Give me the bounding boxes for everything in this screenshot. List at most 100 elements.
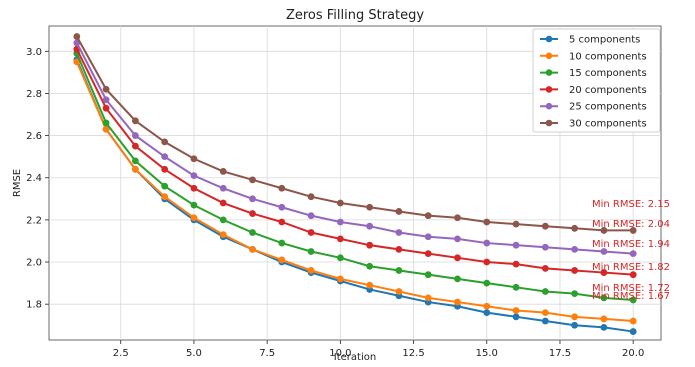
y-tick-label: 2.0 (26, 258, 42, 269)
series-4-point (307, 212, 315, 220)
series-4-point (395, 229, 403, 236)
series-5-point (219, 168, 227, 175)
series-line-4 (75, 42, 634, 255)
series-2-point (307, 248, 315, 255)
series-4-point (278, 203, 286, 211)
legend-marker-2 (545, 69, 553, 76)
series-4-point (249, 195, 256, 203)
series-line-5 (75, 36, 634, 232)
x-tick-label: 15.0 (476, 348, 498, 359)
legend-label-5: 30 components (569, 119, 647, 130)
series-4-point (629, 250, 637, 257)
series-3-point (249, 210, 256, 217)
legend-label-2: 15 components (569, 68, 647, 79)
x-axis-label: Iteration (334, 352, 376, 363)
legend-marker-3 (545, 86, 553, 93)
x-tick-label: 12.5 (402, 348, 424, 359)
series-2-point (541, 288, 549, 295)
series-5-point (483, 218, 491, 226)
annotation-3: Min RMSE: 1.94 (592, 239, 670, 250)
legend-label-3: 20 components (569, 85, 647, 96)
series-3-point (219, 199, 227, 207)
x-tick-label: 2.5 (113, 348, 129, 359)
series-2-point (131, 157, 139, 165)
series-1-point (424, 294, 432, 302)
legend-label-0: 5 components (569, 35, 640, 46)
legend-label-1: 10 components (569, 51, 647, 62)
series-1-point (600, 315, 608, 323)
series-5-point (73, 33, 81, 40)
y-axis-label: RMSE (12, 169, 23, 197)
series-line-2 (75, 53, 634, 301)
series-4-point (102, 96, 110, 104)
series-1-point (571, 313, 579, 321)
legend-marker-4 (545, 102, 553, 110)
series-line-1 (75, 61, 634, 323)
series-5-point (424, 212, 432, 220)
series-1-point (336, 275, 344, 283)
series-2-point (600, 294, 608, 302)
series-4-point (336, 218, 344, 226)
series-3-point (571, 267, 579, 274)
series-2-point (278, 239, 286, 247)
series-0-point (512, 313, 520, 321)
series-3-point (454, 254, 461, 262)
series-4-point (512, 241, 520, 249)
series-2-point (629, 296, 637, 304)
annotation-4: Min RMSE: 2.04 (592, 219, 670, 230)
series-0-point (629, 328, 637, 335)
series-5-point (366, 203, 374, 211)
series-5-point (278, 184, 286, 192)
series-1-point (278, 256, 286, 264)
series-4-point (424, 233, 432, 241)
series-5-point (336, 199, 344, 207)
series-5-point (190, 155, 198, 163)
series-4-point (219, 184, 227, 192)
series-3-point (161, 165, 169, 173)
series-4-point (131, 132, 139, 139)
series-2-point (336, 254, 344, 262)
y-tick-label: 1.8 (26, 300, 42, 311)
y-tick-label: 2.6 (26, 131, 42, 142)
series-2-point (454, 275, 461, 283)
series-2-point (102, 119, 110, 127)
y-tick-label: 2.2 (26, 215, 42, 226)
series-5-point (541, 222, 549, 230)
series-1-point (102, 125, 110, 133)
x-tick-label: 17.5 (549, 348, 571, 359)
series-1-point (161, 193, 169, 201)
series-4-point (161, 153, 169, 161)
series-3-point (278, 218, 286, 226)
annotation-2: Min RMSE: 1.82 (592, 262, 670, 273)
series-2-point (366, 262, 374, 270)
x-tick-label: 7.5 (259, 348, 275, 359)
series-5-point (161, 138, 169, 146)
series-5-point (102, 85, 110, 93)
series-3-point (424, 250, 432, 257)
legend-box (532, 28, 661, 133)
series-5-point (307, 193, 315, 201)
series-1-point (629, 317, 637, 325)
series-2-point (161, 182, 169, 190)
series-3-point (190, 184, 198, 192)
series-0-point (483, 309, 491, 317)
series-2-point (483, 279, 491, 287)
series-1-point (454, 298, 461, 306)
chart-title: Zeros Filling Strategy (286, 8, 424, 23)
y-tick-label: 2.8 (26, 89, 42, 100)
legend-label-4: 25 components (569, 102, 647, 113)
annotation-1: Min RMSE: 1.72 (592, 283, 670, 294)
series-1-point (307, 267, 315, 274)
annotation-0: Min RMSE: 1.67 (592, 291, 670, 302)
series-4-point (454, 235, 461, 243)
series-5-point (512, 220, 520, 228)
legend-marker-1 (545, 52, 553, 60)
y-tick-label: 2.4 (26, 173, 42, 184)
series-0-point (541, 317, 549, 325)
series-5-point (571, 224, 579, 232)
series-4-point (483, 239, 491, 247)
series-5-point (131, 117, 139, 125)
series-2-point (219, 216, 227, 224)
